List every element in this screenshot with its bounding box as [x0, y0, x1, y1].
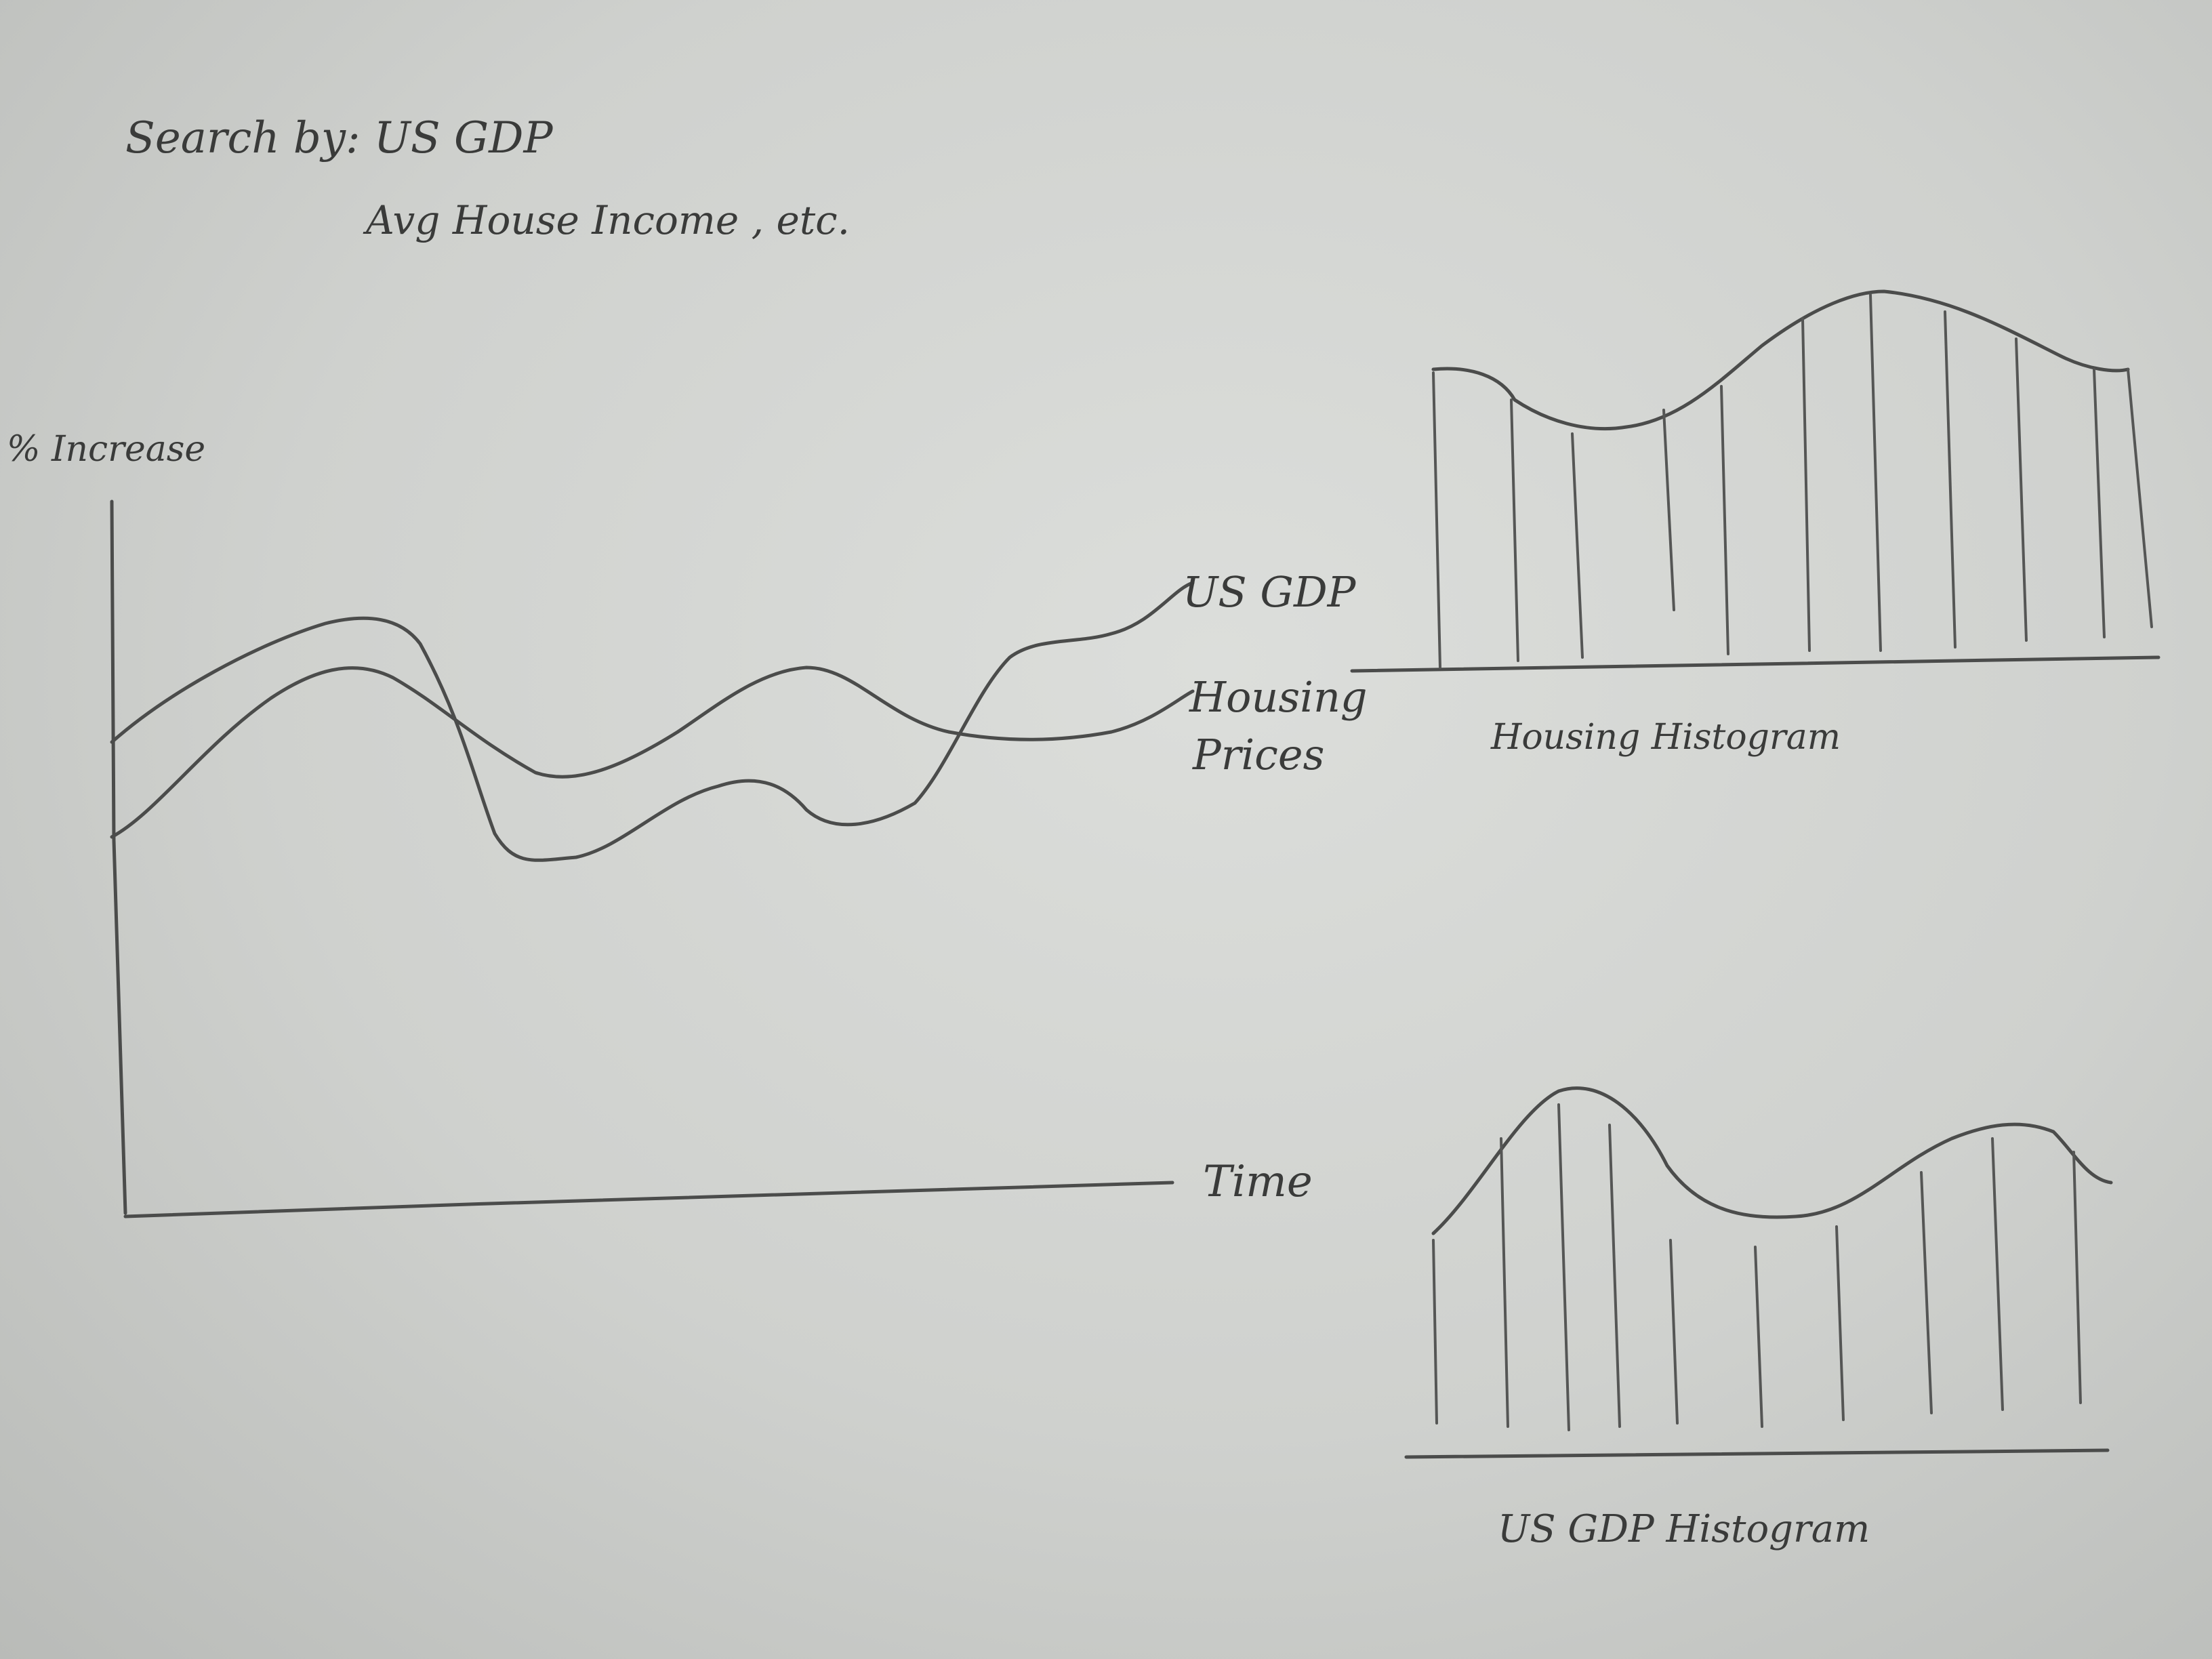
- gdp-histogram-bars: [1432, 1103, 2082, 1431]
- y-axis: [110, 499, 127, 1215]
- housing-histogram-bars: [1432, 293, 2153, 669]
- us-gdp-histogram: US GDP Histogram: [1404, 1086, 2113, 1551]
- main-line-chart: % Increase Time US GDP Housing Prices: [7, 429, 1368, 1218]
- housing-histogram-caption: Housing Histogram: [1490, 717, 1841, 758]
- gdp-histogram-caption: US GDP Histogram: [1498, 1507, 1870, 1551]
- us-gdp-label: US GDP: [1183, 567, 1357, 617]
- housing-prices-label-line2: Prices: [1192, 730, 1324, 779]
- housing-histogram-baseline: [1350, 655, 2160, 673]
- x-axis-label: Time: [1203, 1157, 1313, 1207]
- y-axis-label: % Increase: [7, 429, 205, 470]
- x-axis: [123, 1181, 1174, 1218]
- search-note: Search by: US GDP: [125, 113, 553, 163]
- housing-histogram: Housing Histogram: [1350, 289, 2160, 758]
- housing-histogram-outline: [1431, 289, 2130, 431]
- examples-note: Avg House Income , etc.: [363, 197, 850, 243]
- us-gdp-line: [110, 581, 1195, 862]
- housing-prices-label-line1: Housing: [1189, 672, 1368, 722]
- housing-prices-line: [110, 665, 1195, 839]
- gdp-histogram-baseline: [1404, 1448, 2110, 1459]
- gdp-histogram-outline: [1431, 1086, 2113, 1235]
